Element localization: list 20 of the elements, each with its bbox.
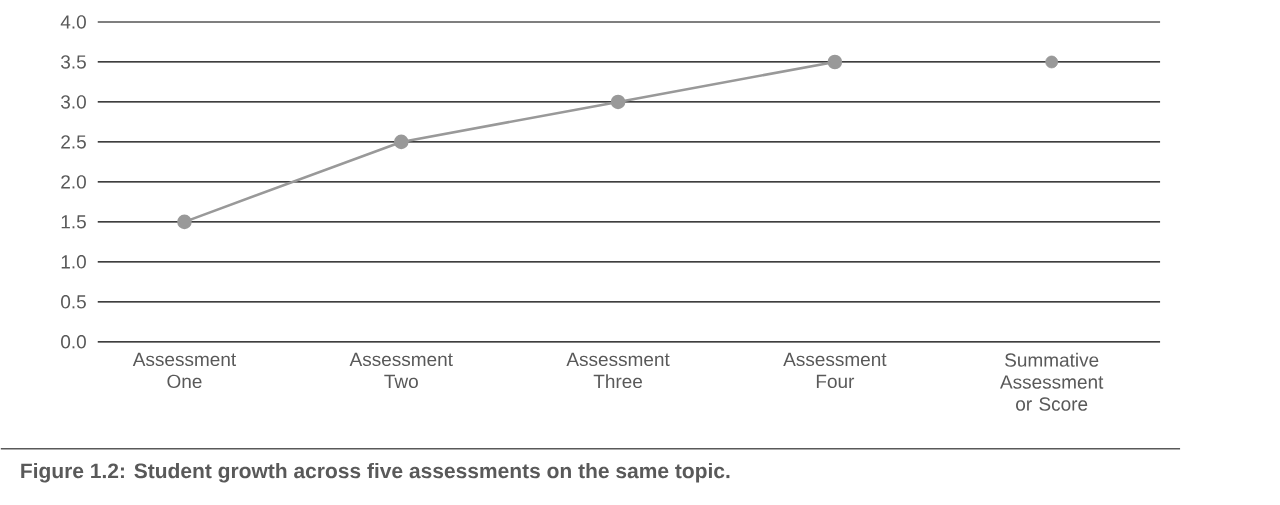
y-tick-label: 0.5 xyxy=(61,295,86,309)
y-tick-label: 3.0 xyxy=(61,95,86,109)
y-tick-label: 3.5 xyxy=(61,55,86,69)
x-tick-label: Assessment Two xyxy=(349,353,453,389)
point xyxy=(1045,55,1059,69)
y-tick-label: 1.0 xyxy=(61,255,86,269)
x-tick-label: Assessment Four xyxy=(783,353,887,389)
point xyxy=(393,134,409,150)
caption: Figure 1.2: Student growth across five assessments on the same topic. xyxy=(21,463,730,483)
y-tick-label: 0.0 xyxy=(61,335,86,349)
point xyxy=(610,94,626,110)
y-tick-label: 2.0 xyxy=(61,175,86,189)
y-tick-label: 4.0 xyxy=(60,15,86,29)
x-tick-label: Summative Assessment or Score xyxy=(1000,353,1104,411)
x-tick-label: Assessment Three xyxy=(566,353,670,389)
y-tick-label: 2.5 xyxy=(61,135,86,149)
point xyxy=(177,214,192,230)
x-tick-label: Assessment One xyxy=(132,353,237,389)
y-tick-label: 1.5 xyxy=(61,215,86,229)
point xyxy=(827,54,843,70)
